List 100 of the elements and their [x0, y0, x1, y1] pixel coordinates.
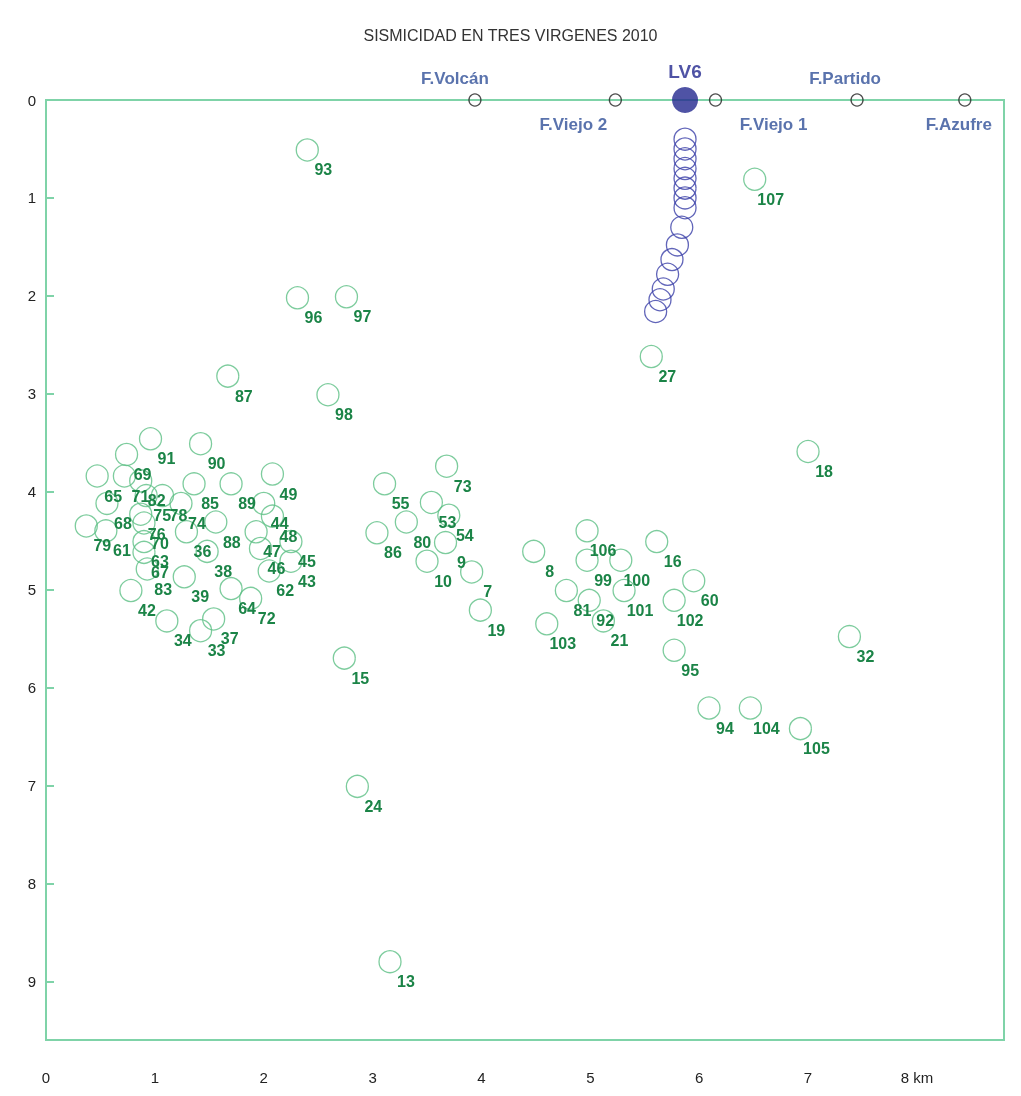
annotation: 73 [453, 477, 472, 495]
annotation: 93 [314, 161, 333, 179]
annotation: 47 [263, 543, 282, 561]
annotation: 72 [257, 609, 276, 627]
annotation: 88 [222, 533, 241, 551]
x-tick-label: 6 [695, 1069, 704, 1086]
annotation: 43 [298, 572, 316, 590]
annotation: 68 [114, 514, 132, 532]
point [670, 215, 694, 239]
point [608, 93, 623, 107]
point [651, 277, 675, 301]
annotation: 87 [234, 387, 253, 405]
annotation: 32 [856, 648, 875, 666]
annotation: 74 [188, 514, 206, 532]
annotation: F.Volcán [421, 68, 489, 88]
annotation: 97 [353, 308, 372, 326]
annotation: 90 [207, 455, 226, 473]
annotation: 79 [93, 537, 112, 555]
annotation: 62 [276, 582, 295, 600]
point [850, 93, 864, 107]
annotation: 27 [658, 368, 677, 386]
point [673, 196, 697, 220]
annotation: F.Viejo 1 [739, 114, 808, 134]
annotation: 36 [193, 543, 212, 561]
y-tick-label: 8 [27, 874, 36, 892]
x-tick-label: 3 [368, 1069, 377, 1086]
y-tick-label: 6 [27, 679, 36, 696]
point [648, 288, 672, 312]
y-tick-label: 5 [27, 581, 36, 599]
annotation: 101 [626, 602, 654, 620]
annotation: 96 [304, 309, 323, 327]
annotation: 86 [384, 544, 402, 562]
annotation: 8 [545, 562, 555, 580]
annotation: 98 [335, 406, 353, 424]
annotation: 102 [676, 611, 704, 629]
x-tick-label: 5 [586, 1069, 595, 1086]
x-tick-label: 1 [150, 1069, 160, 1086]
annotation: 105 [803, 740, 830, 758]
annotation: 54 [455, 526, 474, 544]
x-tick-label: 2 [259, 1069, 268, 1086]
annotation: 91 [157, 450, 176, 468]
annotation: 9 [457, 554, 467, 572]
annotation: 46 [267, 559, 286, 577]
point [673, 137, 697, 161]
annotation: 60 [700, 592, 719, 610]
annotation: 34 [173, 632, 192, 650]
annotation: 94 [716, 719, 734, 737]
annotation: 61 [112, 542, 131, 560]
annotation: 81 [573, 602, 592, 620]
x-tick-label: 8 km [900, 1069, 934, 1086]
point [958, 93, 972, 107]
annotation: 89 [238, 495, 257, 513]
annotation: 39 [191, 588, 210, 606]
x-tick-label: 0 [41, 1069, 51, 1086]
annotation: 78 [169, 507, 188, 525]
annotation: 15 [351, 669, 370, 687]
annotation: 82 [147, 492, 166, 510]
point [673, 166, 697, 190]
annotation: 75 [153, 507, 172, 525]
annotation: 42 [138, 602, 156, 620]
x-tick-label: 4 [477, 1069, 486, 1086]
y-tick-label: 1 [27, 189, 36, 207]
annotation: 7 [483, 583, 493, 601]
point [673, 147, 697, 171]
point [665, 233, 690, 257]
annotation: 10 [434, 572, 453, 590]
annotation: 92 [596, 611, 615, 629]
annotation: 16 [663, 553, 682, 571]
y-tick-label: 9 [27, 972, 36, 990]
annotation: 38 [214, 562, 233, 580]
annotation: 69 [133, 465, 152, 483]
annotation: 55 [391, 495, 410, 513]
annotation: 85 [201, 495, 220, 513]
annotation: 95 [681, 661, 700, 679]
point [673, 127, 697, 151]
annotation: 65 [104, 487, 123, 505]
point [673, 176, 697, 200]
annotation: 21 [610, 632, 629, 650]
annotation: 100 [623, 571, 651, 589]
annotation: F.Viejo 2 [539, 114, 608, 134]
annotation: F.Partido [809, 68, 881, 88]
annotation: 103 [549, 635, 577, 653]
point [672, 87, 699, 113]
annotation: 80 [413, 533, 432, 551]
annotation: 19 [487, 621, 506, 639]
point [644, 299, 668, 324]
y-tick-label: 0 [27, 91, 36, 109]
chart-title: SISMICIDAD EN TRES VIRGENES 2010 [363, 26, 658, 44]
annotation: 99 [594, 571, 613, 589]
annotation: 13 [397, 973, 416, 991]
point [673, 156, 697, 181]
series-label: LV6 [668, 61, 702, 82]
annotation: 104 [753, 719, 780, 737]
annotation: 53 [438, 513, 457, 531]
y-tick-label: 3 [27, 385, 36, 403]
point [468, 93, 482, 107]
y-tick-label: 7 [27, 776, 36, 794]
annotation: 64 [238, 600, 257, 618]
point [673, 186, 697, 210]
annotation: 106 [589, 542, 617, 560]
